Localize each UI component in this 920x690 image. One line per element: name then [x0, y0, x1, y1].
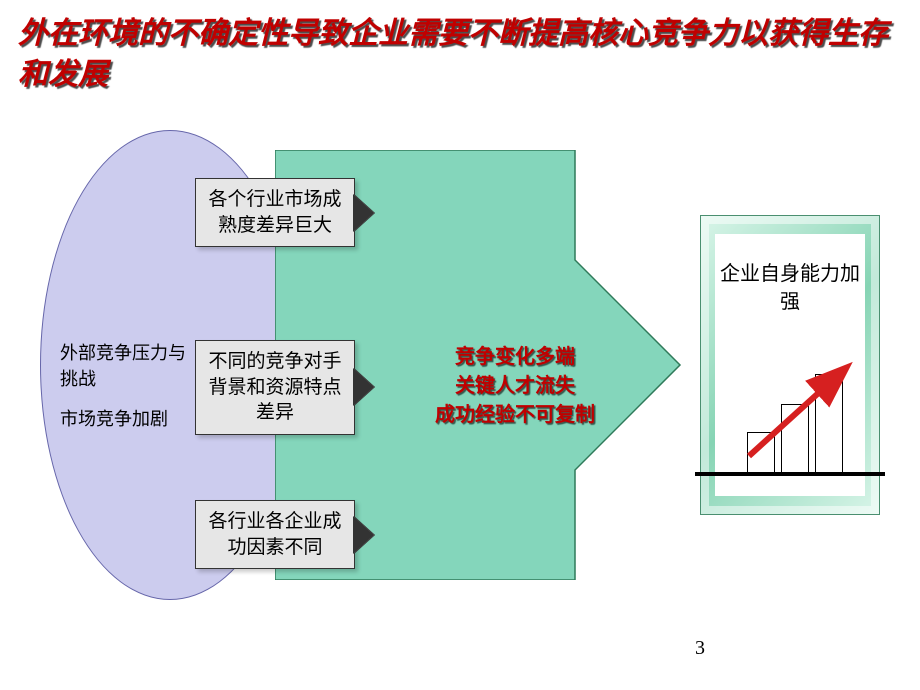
factor-text-1: 各个行业市场成熟度差异巨大: [208, 189, 341, 236]
center-line-1: 竞争变化多端: [400, 343, 630, 372]
ellipse-line-1: 外部竞争压力与挑战: [60, 340, 200, 392]
factor-text-2: 不同的竞争对手背景和资源特点差异: [208, 351, 341, 423]
factor-text-3: 各行业各企业成功因素不同: [208, 511, 341, 558]
factor-arrow-1: [354, 195, 374, 231]
growth-arrow-icon: [735, 356, 855, 476]
factor-arrow-2: [354, 369, 374, 405]
ellipse-caption: 外部竞争压力与挑战 市场竞争加剧: [60, 340, 200, 432]
factor-arrow-3: [354, 517, 374, 553]
page-number: 3: [695, 637, 705, 660]
center-line-3: 成功经验不可复制: [400, 401, 630, 430]
factor-box-1: 各个行业市场成熟度差异巨大: [195, 178, 355, 247]
center-line-2: 关键人才流失: [400, 372, 630, 401]
factor-box-2: 不同的竞争对手背景和资源特点差异: [195, 340, 355, 435]
right-panel-inner: 企业自身能力加强: [715, 234, 865, 496]
center-highlight: 竞争变化多端 关键人才流失 成功经验不可复制: [400, 343, 630, 430]
bar-baseline: [695, 472, 885, 476]
slide-title: 外在环境的不确定性导致企业需要不断提高核心竞争力以获得生存和发展: [18, 14, 900, 95]
right-panel: 企业自身能力加强: [700, 215, 880, 515]
factor-box-3: 各行业各企业成功因素不同: [195, 500, 355, 569]
right-panel-label: 企业自身能力加强: [715, 260, 865, 316]
ellipse-line-2: 市场竞争加剧: [60, 406, 200, 432]
bar-chart: [735, 356, 845, 476]
